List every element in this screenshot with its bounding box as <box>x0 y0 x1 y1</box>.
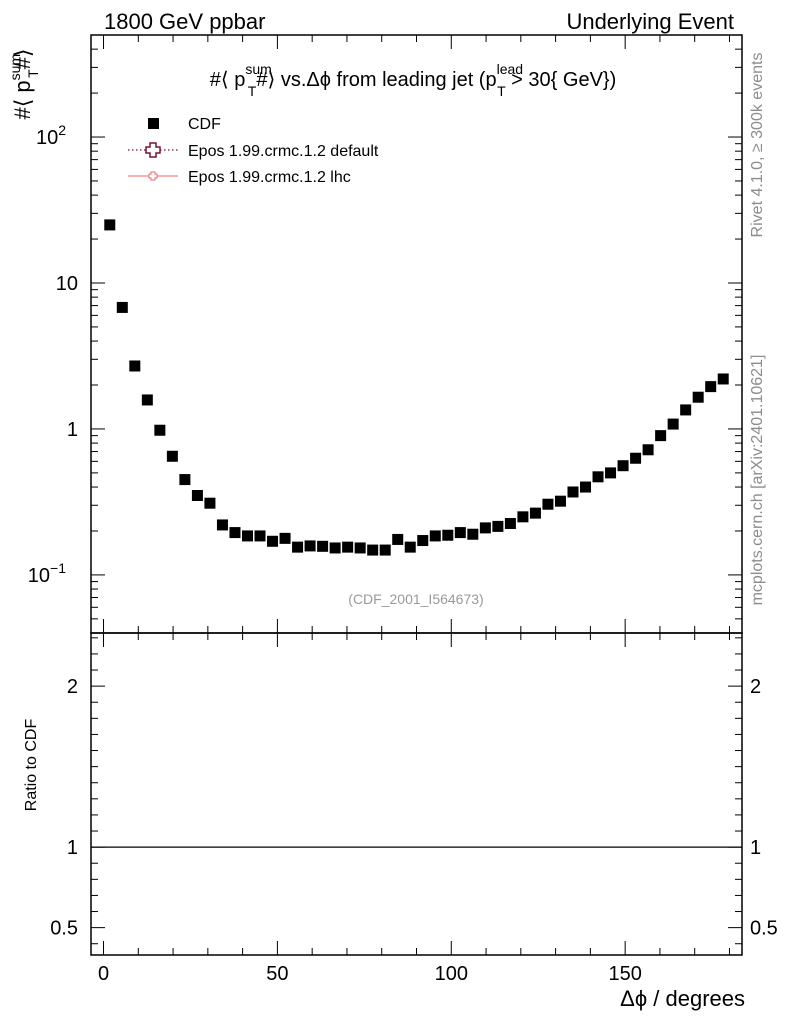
data-point-cdf <box>166 450 178 462</box>
data-point-cdf <box>630 452 642 464</box>
data-point-cdf <box>279 532 291 544</box>
y-tick-label: 102 <box>36 122 66 149</box>
data-point-cdf <box>404 541 416 553</box>
legend-label-epos-default: Epos 1.99.crmc.1.2 default <box>188 143 379 160</box>
data-point-cdf <box>554 495 566 507</box>
ratio-y-axis-label: Ratio to CDF <box>23 719 40 812</box>
data-point-cdf <box>304 540 316 552</box>
chart-title: #⟨ psum T#⟩ vs.Δϕ from leading jet (plead… <box>210 61 617 99</box>
data-point-cdf <box>267 535 279 547</box>
data-point-cdf <box>292 541 304 553</box>
data-point-cdf <box>229 527 241 539</box>
side-label-top: Rivet 4.1.0, ≥ 300k events <box>749 53 766 238</box>
legend-marker-epos-default <box>145 142 161 158</box>
data-point-cdf <box>567 486 579 498</box>
data-point-cdf <box>392 533 404 545</box>
data-point-cdf <box>254 530 266 542</box>
data-point-cdf <box>329 542 341 554</box>
ratio-y-tick-label-right: 2 <box>750 676 761 698</box>
data-point-cdf <box>605 467 617 479</box>
data-point-cdf <box>542 498 554 510</box>
x-tick-label: 150 <box>608 963 641 985</box>
data-point-cdf <box>642 444 654 456</box>
data-point-cdf <box>529 507 541 519</box>
ratio-y-tick-label-right: 0.5 <box>750 918 778 940</box>
header-left: 1800 GeV ppbar <box>104 9 265 34</box>
x-axis-label: Δϕ / degrees <box>620 986 745 1011</box>
data-point-cdf <box>367 544 379 556</box>
x-tick-label: 0 <box>98 963 109 985</box>
ratio-y-tick-label-right: 1 <box>750 837 761 859</box>
data-point-cdf <box>317 540 329 552</box>
data-point-cdf <box>454 527 466 539</box>
data-point-cdf <box>191 490 203 502</box>
data-point-cdf <box>692 391 704 403</box>
data-point-cdf <box>467 528 479 540</box>
data-point-cdf <box>104 219 116 231</box>
data-point-cdf <box>580 481 592 493</box>
data-point-cdf <box>141 394 153 406</box>
data-point-cdf <box>442 529 454 541</box>
side-label-bottom: mcplots.cern.ch [arXiv:2401.10621] <box>749 355 766 606</box>
data-point-cdf <box>617 460 629 472</box>
data-point-cdf <box>705 381 717 393</box>
data-point-cdf <box>492 520 504 532</box>
data-point-cdf <box>204 497 216 509</box>
data-point-cdf <box>116 301 128 313</box>
analysis-watermark: (CDF_2001_I564673) <box>348 591 483 607</box>
ratio-y-tick-label-left: 2 <box>67 676 78 698</box>
ratio-plot-frame <box>90 632 743 956</box>
x-tick-label: 50 <box>266 963 288 985</box>
data-point-cdf <box>216 519 228 531</box>
legend-marker-epos-lhc <box>148 171 158 181</box>
data-point-cdf <box>129 360 141 372</box>
y-tick-label: 10−1 <box>28 560 66 587</box>
legend: CDF Epos 1.99.crmc.1.2 default Epos 1.99… <box>128 116 379 186</box>
legend-marker-cdf <box>148 118 159 129</box>
ratio-y-tick-label-left: 1 <box>67 837 78 859</box>
legend-label-epos-lhc: Epos 1.99.crmc.1.2 lhc <box>188 169 351 186</box>
data-point-cdf <box>592 471 604 483</box>
legend-label-cdf: CDF <box>188 116 221 133</box>
y-tick-label: 10 <box>56 273 78 295</box>
data-point-cdf <box>342 541 354 553</box>
data-point-cdf <box>655 430 667 442</box>
data-point-cdf <box>179 474 191 486</box>
x-tick-label: 100 <box>435 963 468 985</box>
data-point-cdf <box>517 511 529 523</box>
data-point-cdf <box>479 522 491 534</box>
data-point-cdf <box>667 418 679 430</box>
data-point-cdf <box>680 404 692 416</box>
ratio-y-tick-label-left: 0.5 <box>50 918 78 940</box>
data-point-cdf <box>429 530 441 542</box>
y-axis-label: #⟨ psum T#⟩ <box>7 48 41 119</box>
data-point-cdf <box>717 373 729 385</box>
header-right: Underlying Event <box>566 9 734 34</box>
y-tick-label: 1 <box>67 419 78 441</box>
data-point-cdf <box>379 544 391 556</box>
data-point-cdf <box>354 542 366 554</box>
data-point-cdf <box>154 424 166 436</box>
data-point-cdf <box>241 530 253 542</box>
data-point-cdf <box>417 535 429 547</box>
data-point-cdf <box>504 518 516 530</box>
